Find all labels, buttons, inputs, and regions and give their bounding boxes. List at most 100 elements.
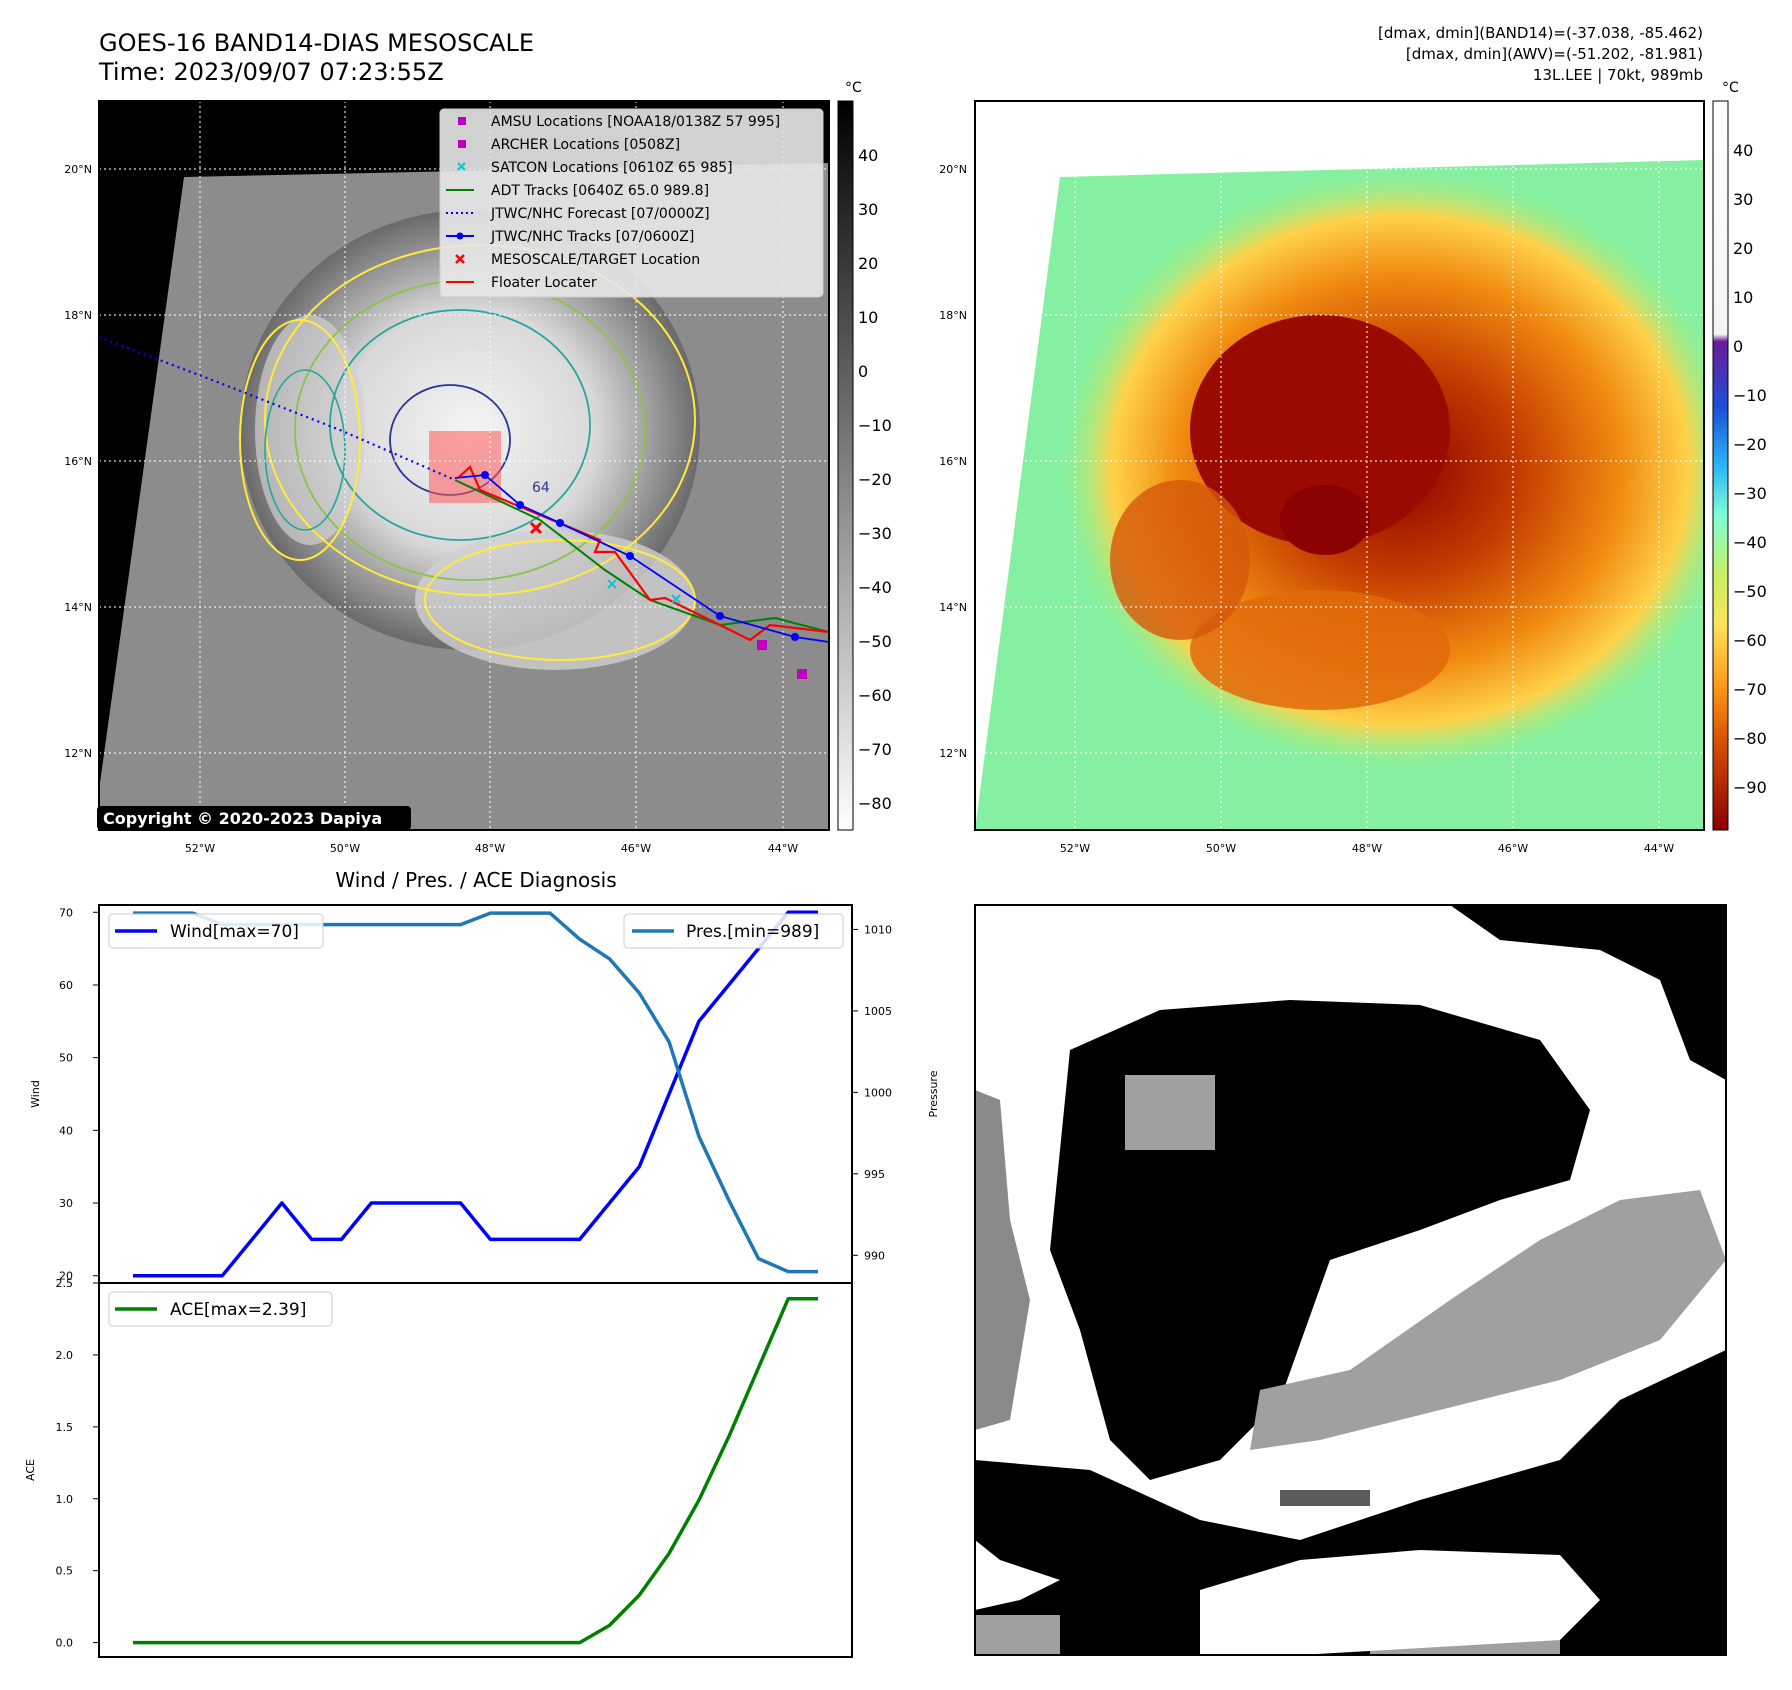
pres-legend-label: Pres.[min=989] bbox=[686, 922, 819, 942]
lat-tick: 18°N bbox=[939, 309, 967, 322]
ace-ylabel: ACE bbox=[24, 1459, 37, 1481]
axis-tick-label: 20 bbox=[59, 1270, 73, 1283]
axis-tick-label: 995 bbox=[864, 1168, 885, 1181]
legend-adt: ADT Tracks [0640Z 65.0 989.8] bbox=[491, 183, 709, 199]
axis-tick-label: 40 bbox=[59, 1124, 73, 1137]
lon-tick: 52°W bbox=[1060, 842, 1090, 855]
svg-text:−40: −40 bbox=[858, 578, 892, 597]
svg-text:−70: −70 bbox=[1733, 680, 1767, 699]
wind-legend-label: Wind[max=70] bbox=[170, 922, 299, 942]
jtwc-track bbox=[454, 474, 829, 643]
axis-tick-label: 2.5 bbox=[56, 1277, 74, 1290]
axis-tick-label: 1.0 bbox=[56, 1493, 74, 1506]
legend-jtwc: JTWC/NHC Tracks [07/0600Z] bbox=[490, 229, 694, 245]
lat-tick: 12°N bbox=[64, 747, 92, 760]
lat-tick: 20°N bbox=[939, 163, 967, 176]
svg-text:40: 40 bbox=[1733, 141, 1753, 160]
lon-tick: 50°W bbox=[330, 842, 360, 855]
stats-storm: 13L.LEE | 70kt, 989mb bbox=[1533, 66, 1703, 84]
pres-ylabel: Pressure bbox=[927, 1070, 940, 1117]
ir-map-panel: 64 bbox=[64, 80, 892, 855]
axis-tick-label: 0.5 bbox=[56, 1565, 74, 1578]
color-map-frame bbox=[974, 100, 1705, 831]
amsu-location bbox=[797, 669, 807, 679]
gray-colorbar bbox=[837, 100, 854, 831]
svg-text:40: 40 bbox=[858, 146, 878, 165]
svg-text:−20: −20 bbox=[1733, 435, 1767, 454]
target-location-marker bbox=[529, 521, 543, 535]
svg-text:−10: −10 bbox=[1733, 386, 1767, 405]
ace-series-line bbox=[133, 1297, 818, 1645]
lon-tick: 50°W bbox=[1206, 842, 1236, 855]
contour-yellow-west bbox=[239, 319, 361, 561]
main-title: GOES-16 BAND14-DIAS MESOSCALE bbox=[99, 29, 534, 57]
ace-axes bbox=[98, 1282, 853, 1658]
mesoscale-target-box bbox=[429, 431, 501, 503]
svg-text:−60: −60 bbox=[1733, 631, 1767, 650]
svg-text:0: 0 bbox=[1733, 337, 1743, 356]
lon-tick: 46°W bbox=[621, 842, 651, 855]
axis-tick-label: 60 bbox=[59, 979, 73, 992]
satcon-locations bbox=[607, 579, 681, 604]
forecast-track bbox=[99, 335, 456, 482]
color-map-panel: 52°W 50°W 48°W 46°W 44°W 20°N 18°N 16°N … bbox=[939, 80, 1767, 855]
copyright-badge bbox=[97, 806, 411, 830]
axis-tick-label: 990 bbox=[864, 1249, 885, 1262]
svg-text:−40: −40 bbox=[1733, 533, 1767, 552]
svg-text:30: 30 bbox=[858, 200, 878, 219]
archer-location bbox=[757, 640, 767, 650]
wmg-dark-gray-bar bbox=[1280, 1490, 1370, 1506]
svg-text:−30: −30 bbox=[1733, 484, 1767, 503]
wind-axis-ticks: 20 30 40 50 60 70 bbox=[59, 906, 99, 1283]
color-colorbar bbox=[1712, 100, 1729, 831]
legend-floater: Floater Locater bbox=[491, 275, 597, 291]
svg-text:30: 30 bbox=[1733, 190, 1753, 209]
stats-band14: [dmax, dmin](BAND14)=(-37.038, -85.462) bbox=[1378, 24, 1703, 42]
svg-text:−80: −80 bbox=[1733, 729, 1767, 748]
ace-legend-label: ACE[max=2.39] bbox=[170, 1300, 306, 1320]
wind-pres-axes bbox=[98, 904, 853, 1284]
color-map-gridlines bbox=[975, 101, 1704, 830]
ace-axis-ticks: 0.0 0.5 1.0 1.5 2.0 2.5 bbox=[56, 1277, 99, 1650]
svg-text:−10: −10 bbox=[858, 416, 892, 435]
color-storm-core bbox=[1190, 315, 1450, 545]
lon-tick: 48°W bbox=[1352, 842, 1382, 855]
svg-text:−60: −60 bbox=[858, 686, 892, 705]
contour-teal-west bbox=[264, 369, 346, 531]
wmg-gray-patch bbox=[1125, 1075, 1215, 1150]
wmg-bottom-left-gray bbox=[975, 1615, 1060, 1655]
svg-text:20: 20 bbox=[1733, 239, 1753, 258]
axis-tick-label: 1000 bbox=[864, 1086, 892, 1099]
svg-text:10: 10 bbox=[858, 308, 878, 327]
color-band-west bbox=[1110, 480, 1250, 640]
diagnosis-panel: Wind / Pres. / ACE Diagnosis Wind Pressu… bbox=[24, 868, 940, 1658]
cbar-unit-right: °C bbox=[1722, 80, 1739, 96]
axis-tick-label: 30 bbox=[59, 1197, 73, 1210]
lon-tick: 44°W bbox=[1644, 842, 1674, 855]
lat-tick: 18°N bbox=[64, 309, 92, 322]
svg-text:−80: −80 bbox=[858, 794, 892, 813]
copyright-text: Copyright © 2020-2023 Dapiya bbox=[103, 809, 382, 828]
lat-tick: 12°N bbox=[939, 747, 967, 760]
legend-forecast: JTWC/NHC Forecast [07/0000Z] bbox=[490, 206, 710, 222]
legend-target: MESOSCALE/TARGET Location bbox=[491, 252, 700, 268]
gray-colorbar-ticks: 40 30 20 10 0 −10 −20 −30 −40 −50 −60 −7… bbox=[858, 146, 892, 813]
lat-tick: 16°N bbox=[64, 455, 92, 468]
legend-archer: ARCHER Locations [0508Z] bbox=[491, 137, 680, 153]
axis-tick-label: 0.0 bbox=[56, 1637, 74, 1650]
svg-text:−90: −90 bbox=[1733, 778, 1767, 797]
pres-axis-ticks: 990 995 1000 1005 1010 bbox=[852, 923, 892, 1262]
wmg-lower-white bbox=[1200, 1550, 1600, 1655]
legend-amsu: AMSU Locations [NOAA18/0138Z 57 995] bbox=[491, 114, 780, 130]
wmg-frame bbox=[974, 904, 1727, 1656]
color-eye-region bbox=[1280, 485, 1370, 555]
lon-tick: 52°W bbox=[185, 842, 215, 855]
wind-series-line bbox=[133, 910, 818, 1278]
ace-legend: ACE[max=2.39] bbox=[108, 1291, 333, 1327]
map-legend: AMSU Locations [NOAA18/0138Z 57 995] ARC… bbox=[439, 108, 824, 298]
lon-tick: 46°W bbox=[1498, 842, 1528, 855]
floater-track bbox=[457, 465, 829, 642]
pres-legend: Pres.[min=989] bbox=[623, 913, 844, 949]
axis-tick-label: 1005 bbox=[864, 1005, 892, 1018]
wmg-gray-west bbox=[975, 1090, 1030, 1430]
